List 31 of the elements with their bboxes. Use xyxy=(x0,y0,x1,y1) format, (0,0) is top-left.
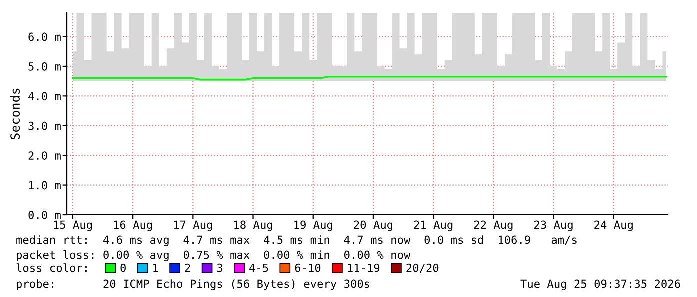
legend-label: 0 xyxy=(120,264,126,272)
x-tick-label: 21 Aug xyxy=(414,220,453,232)
x-tick-label: 23 Aug xyxy=(534,220,573,232)
legend-label: 3 xyxy=(217,264,223,272)
text: packet loss: 0.00 % avg 0.75 % max 0.00 % min 0.00 % now xyxy=(17,250,411,262)
text: probe: 20 ICMP Echo Pings (56 Bytes) every 300s xyxy=(17,280,370,290)
legend-label: 2 xyxy=(185,264,190,272)
y-axis-title: Seconds xyxy=(10,88,20,140)
x-tick-label: 16 Aug xyxy=(114,220,152,232)
x-tick-label: 15 Aug xyxy=(54,220,92,232)
text: Tue Aug 25 09:37:35 2026 xyxy=(520,280,680,290)
legend-label: 20/20 xyxy=(406,264,439,274)
legend-label: 11-19 xyxy=(348,264,380,272)
legend-label: 6-10 xyxy=(295,264,321,272)
y-tick-label: 2.0 m xyxy=(28,152,61,160)
text: median rtt: 4.6 ms avg 4.7 ms max 4.5 ms min 4.7 ms now 0.0 ms sd 106.9 am/s xyxy=(16,236,577,246)
x-tick-label: 20 Aug xyxy=(354,220,392,232)
x-tick-label: 24 Aug xyxy=(594,220,633,232)
y-tick-label: 3.0 m xyxy=(28,122,61,130)
legend-label: 1 xyxy=(154,264,158,272)
y-tick-label: 5.0 m xyxy=(28,62,61,71)
legend-title: loss color: xyxy=(16,264,87,272)
x-tick-label: 19 Aug xyxy=(294,220,332,232)
x-tick-label: 18 Aug xyxy=(234,220,272,232)
y-tick-label: 4.0 m xyxy=(28,92,61,101)
y-tick-label: 1.0 m xyxy=(29,181,61,190)
y-tick-label: 6.0 m xyxy=(28,32,61,42)
x-tick-label: 17 Aug xyxy=(174,220,212,232)
y-tick-label: 0.0 m xyxy=(28,211,61,220)
x-tick-label: 22 Aug xyxy=(474,220,513,232)
legend-label: 4-5 xyxy=(250,264,268,272)
